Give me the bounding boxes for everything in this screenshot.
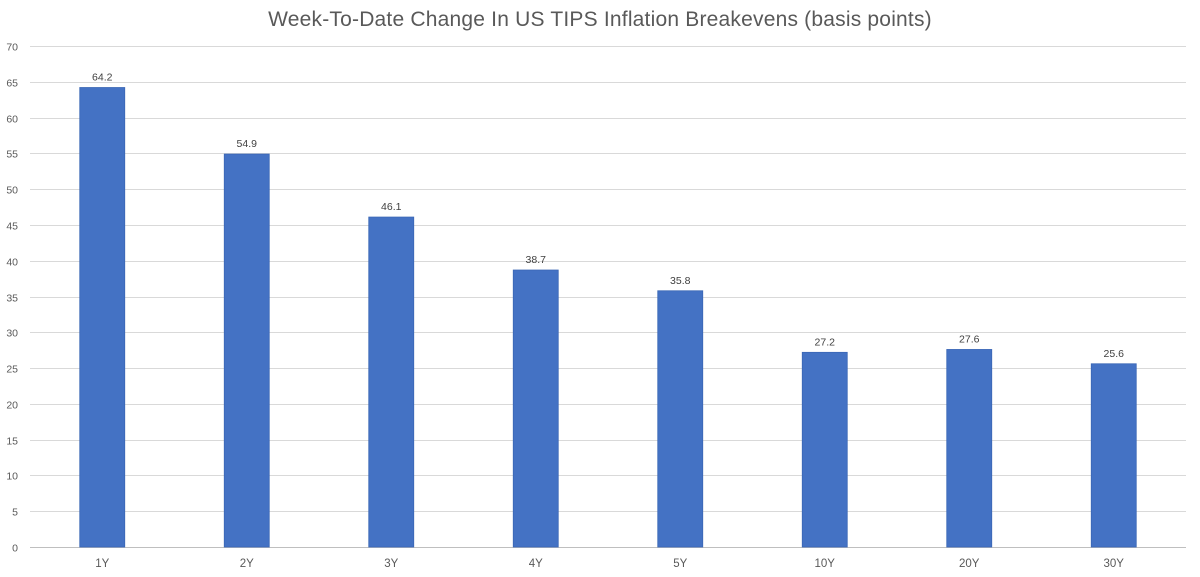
y-tick-label: 70 <box>6 42 18 54</box>
bar-1Y <box>79 87 126 548</box>
y-axis-ticks: 0 5 10 15 20 25 30 35 40 45 50 55 60 65 70 <box>6 42 18 555</box>
y-tick-label: 45 <box>6 221 18 233</box>
data-label: 27.2 <box>815 336 836 348</box>
data-label: 38.7 <box>526 254 547 266</box>
y-tick-label: 15 <box>6 436 18 448</box>
x-tick-label: 3Y <box>384 558 398 570</box>
y-tick-label: 60 <box>6 114 18 126</box>
data-label: 54.9 <box>237 138 258 150</box>
data-label: 64.2 <box>92 72 113 84</box>
data-label: 35.8 <box>670 275 691 287</box>
bars <box>79 87 1137 548</box>
y-tick-label: 50 <box>6 185 18 197</box>
chart-title: Week-To-Date Change In US TIPS Inflation… <box>268 8 932 31</box>
data-label: 46.1 <box>381 201 402 213</box>
y-tick-label: 40 <box>6 257 18 269</box>
y-tick-label: 25 <box>6 364 18 376</box>
y-tick-label: 30 <box>6 328 18 340</box>
bar-3Y <box>368 216 415 548</box>
x-tick-label: 10Y <box>815 558 836 570</box>
y-tick-label: 65 <box>6 78 18 90</box>
data-label: 25.6 <box>1104 348 1125 360</box>
x-tick-label: 30Y <box>1104 558 1125 570</box>
bar-5Y <box>657 290 704 548</box>
bar-2Y <box>223 153 270 548</box>
x-tick-label: 1Y <box>95 558 109 570</box>
bar-30Y <box>1090 363 1137 548</box>
x-tick-label: 20Y <box>959 558 980 570</box>
bar-4Y <box>512 269 559 548</box>
y-tick-label: 20 <box>6 400 18 412</box>
data-label: 27.6 <box>959 333 980 345</box>
x-tick-label: 4Y <box>529 558 543 570</box>
y-tick-label: 0 <box>12 543 18 555</box>
bar-20Y <box>946 349 993 548</box>
bar-10Y <box>801 351 848 548</box>
x-tick-label: 2Y <box>240 558 254 570</box>
y-tick-label: 10 <box>6 471 18 483</box>
gridlines <box>30 46 1186 548</box>
y-tick-label: 5 <box>12 507 18 519</box>
x-axis-ticks: 1Y 2Y 3Y 4Y 5Y 10Y 20Y 30Y <box>95 558 1124 570</box>
y-tick-label: 35 <box>6 293 18 305</box>
y-tick-label: 55 <box>6 149 18 161</box>
x-tick-label: 5Y <box>673 558 687 570</box>
data-labels: 64.2 54.9 46.1 38.7 35.8 27.2 27.6 25.6 <box>92 72 1124 360</box>
